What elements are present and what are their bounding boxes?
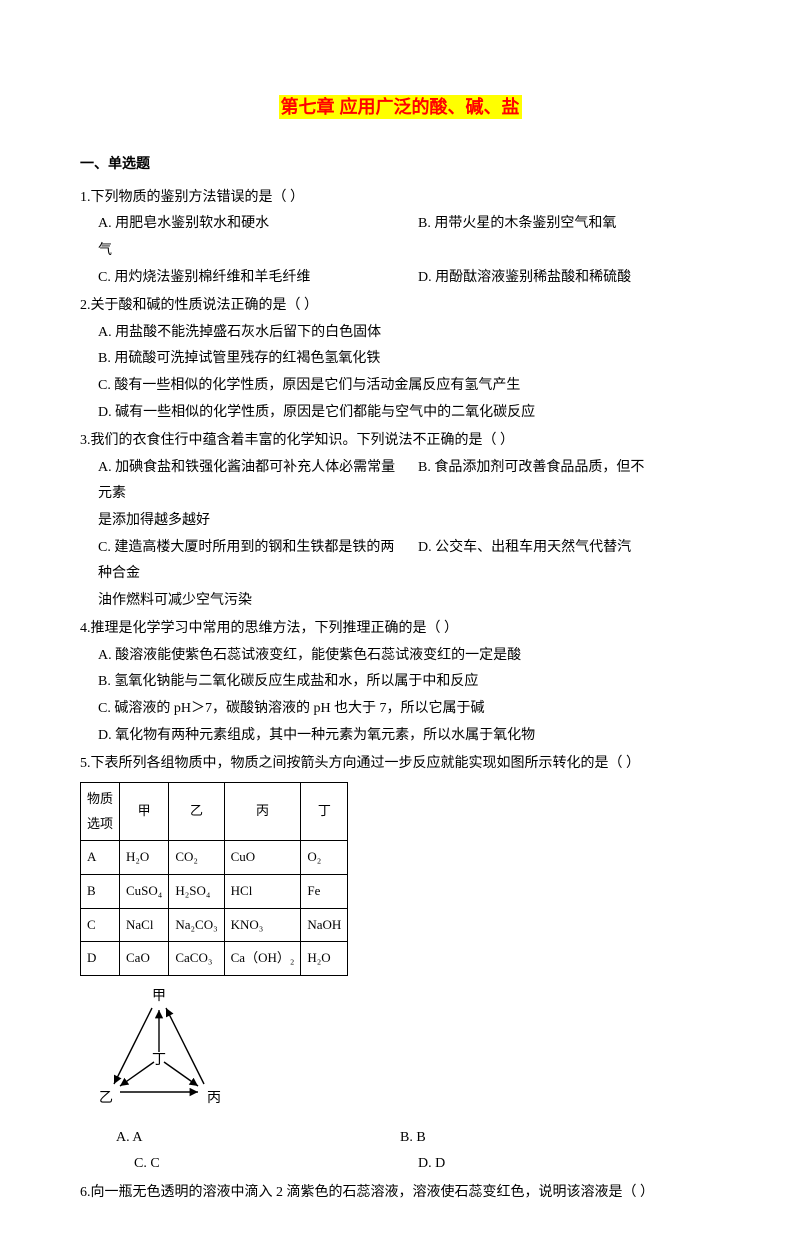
th-3: 丙 xyxy=(224,782,301,840)
q6-stem: 6.向一瓶无色透明的溶液中滴入 2 滴紫色的石蕊溶液，溶液使石蕊变红色，说明该溶… xyxy=(80,1180,720,1207)
q4-opt-b: B. 氢氧化钠能与二氧化碳反应生成盐和水，所以属于中和反应 xyxy=(80,669,720,696)
q3-stem: 3.我们的衣食住行中蕴含着丰富的化学知识。下列说法不正确的是（ ） xyxy=(80,428,720,455)
q5-diagram: 甲 乙 丙 丁 xyxy=(80,984,240,1114)
q2-opt-c: C. 酸有一些相似的化学性质，原因是它们与活动金属反应有氢气产生 xyxy=(80,373,720,400)
q1-stem: 1.下列物质的鉴别方法错误的是（ ） xyxy=(80,185,720,212)
q1-opt-d: D. 用酚酞溶液鉴别稀盐酸和稀硫酸 xyxy=(400,265,720,292)
th-2: 乙 xyxy=(169,782,224,840)
cell: H₂O xyxy=(120,841,169,875)
cell: Fe xyxy=(301,874,348,908)
q1-opt-c: C. 用灼烧法鉴别棉纤维和羊毛纤维 xyxy=(80,265,400,292)
node-top: 甲 xyxy=(152,989,166,1004)
q1-opt-b-cont: 气 xyxy=(80,238,720,265)
cell: Na₂CO₃ xyxy=(169,908,224,942)
cell: B xyxy=(81,874,120,908)
cell: C xyxy=(81,908,120,942)
q5-table: 物质 选项 甲 乙 丙 丁 A H₂O CO₂ CuO O₂ B CuSO₄ H… xyxy=(80,782,348,976)
cell: A xyxy=(81,841,120,875)
q5-opt-c: C. C xyxy=(80,1151,400,1178)
cell: D xyxy=(81,942,120,976)
q4-opt-d: D. 氧化物有两种元素组成，其中一种元素为氧元素，所以水属于氧化物 xyxy=(80,723,720,750)
table-row: B CuSO₄ H₂SO₄ HCl Fe xyxy=(81,874,348,908)
node-left: 乙 xyxy=(99,1090,113,1106)
q4-opt-c: C. 碱溶液的 pH＞7，碳酸钠溶液的 pH 也大于 7，所以它属于碱 xyxy=(80,696,720,723)
cell: Ca（OH）₂ xyxy=(224,942,301,976)
q1-opt-a: A. 用肥皂水鉴别软水和硬水 xyxy=(80,211,400,238)
q4-opt-a: A. 酸溶液能使紫色石蕊试液变红，能使紫色石蕊试液变红的一定是酸 xyxy=(80,643,720,670)
table-row: D CaO CaCO₃ Ca（OH）₂ H₂O xyxy=(81,942,348,976)
cell: HCl xyxy=(224,874,301,908)
node-right: 丙 xyxy=(207,1091,221,1106)
cell: O₂ xyxy=(301,841,348,875)
question-2: 2.关于酸和碱的性质说法正确的是（ ） A. 用盐酸不能洗掉盛石灰水后留下的白色… xyxy=(80,293,720,426)
q2-opt-d: D. 碱有一些相似的化学性质，原因是它们都能与空气中的二氧化碳反应 xyxy=(80,400,720,427)
table-row: 物质 选项 甲 乙 丙 丁 xyxy=(81,782,348,840)
chapter-title: 第七章 应用广泛的酸、碱、盐 xyxy=(279,95,522,119)
q3-opt-d-cont: 油作燃料可减少空气污染 xyxy=(80,588,720,615)
cell: CuO xyxy=(224,841,301,875)
cell: H₂O xyxy=(301,942,348,976)
q4-stem: 4.推理是化学学习中常用的思维方法，下列推理正确的是（ ） xyxy=(80,616,720,643)
page-root: 第七章 应用广泛的酸、碱、盐 一、单选题 1.下列物质的鉴别方法错误的是（ ） … xyxy=(0,0,800,1248)
q1-opt-b: B. 用带火星的木条鉴别空气和氧 xyxy=(400,211,720,238)
q5-opt-a: A. A xyxy=(80,1125,400,1152)
table-row: C NaCl Na₂CO₃ KNO₃ NaOH xyxy=(81,908,348,942)
cell: CaCO₃ xyxy=(169,942,224,976)
section-header: 一、单选题 xyxy=(80,152,720,179)
q2-stem: 2.关于酸和碱的性质说法正确的是（ ） xyxy=(80,293,720,320)
question-3: 3.我们的衣食住行中蕴含着丰富的化学知识。下列说法不正确的是（ ） A. 加碘食… xyxy=(80,428,720,614)
question-6: 6.向一瓶无色透明的溶液中滴入 2 滴紫色的石蕊溶液，溶液使石蕊变红色，说明该溶… xyxy=(80,1180,720,1207)
q5-stem: 5.下表所列各组物质中，物质之间按箭头方向通过一步反应就能实现如图所示转化的是（… xyxy=(80,751,720,778)
th-4: 丁 xyxy=(301,782,348,840)
q3-opt-d: D. 公交车、出租车用天然气代替汽 xyxy=(400,535,720,588)
q3-opt-b-cont: 是添加得越多越好 xyxy=(80,508,720,535)
cell: NaCl xyxy=(120,908,169,942)
cell: CO₂ xyxy=(169,841,224,875)
q5-opt-b: B. B xyxy=(400,1125,720,1152)
question-4: 4.推理是化学学习中常用的思维方法，下列推理正确的是（ ） A. 酸溶液能使紫色… xyxy=(80,616,720,749)
q5-opt-d: D. D xyxy=(400,1151,720,1178)
cell: NaOH xyxy=(301,908,348,942)
q3-opt-a: A. 加碘食盐和铁强化酱油都可补充人体必需常量元素 xyxy=(80,455,400,508)
th-0: 物质 选项 xyxy=(81,782,120,840)
cell: CuSO₄ xyxy=(120,874,169,908)
node-center: 丁 xyxy=(152,1053,166,1068)
table-row: A H₂O CO₂ CuO O₂ xyxy=(81,841,348,875)
question-1: 1.下列物质的鉴别方法错误的是（ ） A. 用肥皂水鉴别软水和硬水 B. 用带火… xyxy=(80,185,720,291)
th-1: 甲 xyxy=(120,782,169,840)
cell: CaO xyxy=(120,942,169,976)
cell: H₂SO₄ xyxy=(169,874,224,908)
cell: KNO₃ xyxy=(224,908,301,942)
chapter-title-wrap: 第七章 应用广泛的酸、碱、盐 xyxy=(80,90,720,124)
q2-opt-b: B. 用硫酸可洗掉试管里残存的红褐色氢氧化铁 xyxy=(80,346,720,373)
q3-opt-c: C. 建造高楼大厦时所用到的钢和生铁都是铁的两种合金 xyxy=(80,535,400,588)
question-5: 5.下表所列各组物质中，物质之间按箭头方向通过一步反应就能实现如图所示转化的是（… xyxy=(80,751,720,1178)
q3-opt-b: B. 食品添加剂可改善食品品质，但不 xyxy=(400,455,720,508)
q2-opt-a: A. 用盐酸不能洗掉盛石灰水后留下的白色固体 xyxy=(80,320,720,347)
